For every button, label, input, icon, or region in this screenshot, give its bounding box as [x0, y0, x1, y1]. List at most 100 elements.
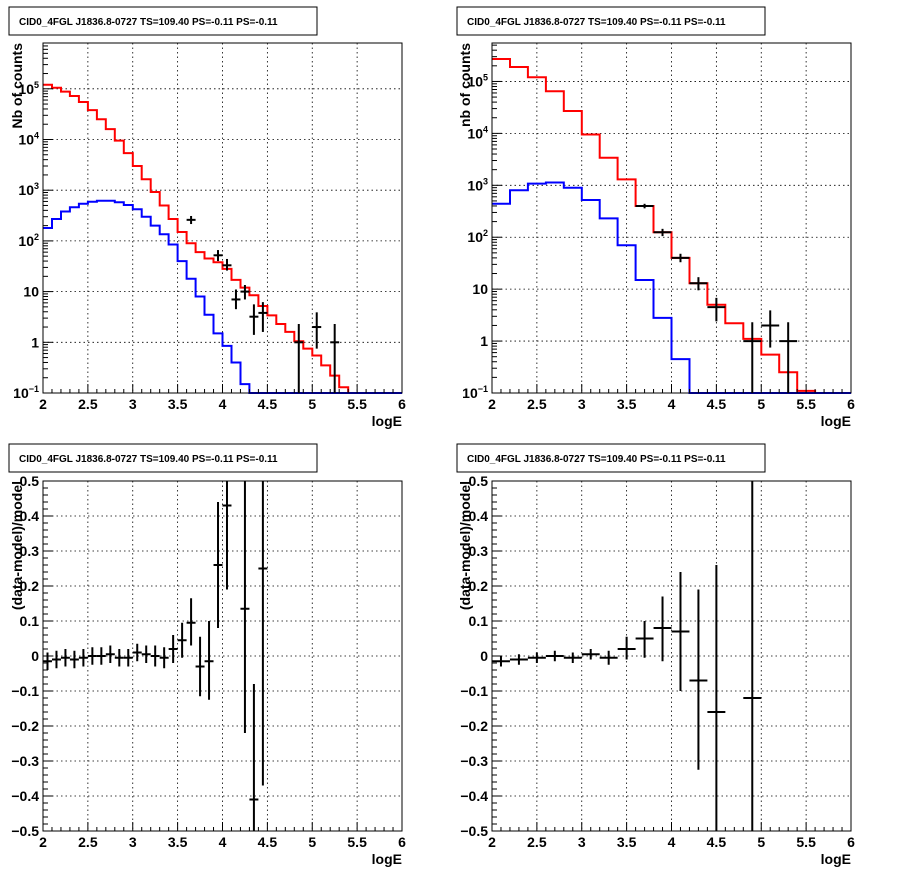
x-axis-label: logE: [372, 413, 402, 429]
x-tick-label: 5: [308, 396, 316, 412]
data-point: [60, 649, 70, 667]
chart-panel-bottom-right: CID0_4FGL J1836.8-0727 TS=109.40 PS=-0.1…: [456, 443, 855, 867]
x-tick-label: 4.5: [258, 834, 278, 850]
x-tick-label: 2: [488, 834, 496, 850]
data-point: [105, 645, 115, 663]
y-tick-label: 0.2: [469, 578, 489, 594]
data-point: [114, 649, 124, 667]
x-tick-label: 3: [578, 396, 586, 412]
x-tick-label: 4: [219, 834, 227, 850]
y-tick-label: 0: [480, 648, 488, 664]
y-tick-label: −0.3: [460, 753, 488, 769]
y-tick-label-exponent: 5: [483, 72, 488, 82]
y-tick-label-exponent: 4: [34, 130, 39, 140]
data-point: [545, 650, 564, 662]
data-point: [96, 647, 106, 665]
data-point: [186, 598, 196, 646]
y-tick-label: 105: [18, 80, 39, 97]
y-tick-label-base: 10: [467, 229, 483, 245]
chart-title: CID0_4FGL J1836.8-0727 TS=109.40 PS=-0.1…: [19, 17, 278, 28]
data-point: [743, 322, 762, 393]
x-tick-label: 2.5: [78, 834, 98, 850]
y-tick-label: −0.1: [460, 683, 488, 699]
y-tick-label-exponent: −1: [29, 384, 39, 394]
data-point: [177, 622, 187, 658]
data-point: [635, 621, 654, 658]
histogram-series-model: [43, 83, 402, 394]
y-tick-label-base: 10: [13, 385, 29, 401]
y-tick-label: 0.4: [20, 508, 40, 524]
y-tick-label: −0.5: [460, 823, 488, 839]
data-point: [249, 684, 259, 831]
data-point: [87, 647, 97, 665]
x-tick-label: 3.5: [168, 396, 188, 412]
y-tick-label-base: 10: [18, 182, 34, 198]
y-tick-label: 102: [467, 228, 488, 245]
data-point: [492, 656, 510, 667]
y-tick-label-exponent: 2: [34, 232, 39, 242]
x-tick-label: 4.5: [707, 396, 727, 412]
y-tick-label: 0.4: [469, 508, 489, 524]
y-tick-label-base: 10: [18, 81, 34, 97]
y-tick-label-exponent: 3: [483, 176, 488, 186]
y-tick-label: 0: [31, 648, 39, 664]
data-point: [707, 565, 726, 831]
y-tick-label: 1: [31, 334, 39, 350]
data-point: [150, 645, 160, 667]
data-point: [240, 284, 250, 300]
y-tick-label: 0.3: [20, 543, 40, 559]
y-tick-label: 10: [472, 281, 488, 297]
x-tick-label: 2: [488, 396, 496, 412]
data-point: [195, 636, 205, 697]
y-tick-label: −0.3: [11, 753, 39, 769]
y-tick-label: 104: [467, 124, 488, 141]
data-point: [213, 502, 223, 628]
y-axis-label: nb of counts: [457, 43, 473, 127]
x-tick-label: 2.5: [527, 834, 547, 850]
chart-title: CID0_4FGL J1836.8-0727 TS=109.40 PS=-0.1…: [19, 454, 278, 465]
y-axis-label: (data-model)/model: [9, 481, 25, 610]
y-tick-label-base: 10: [467, 125, 483, 141]
data-point: [123, 649, 133, 667]
x-axis-label: logE: [372, 851, 402, 867]
y-tick-label: 105: [467, 72, 488, 89]
y-axis-label: Nb of counts: [9, 43, 25, 129]
x-tick-label: 5.5: [347, 396, 367, 412]
y-tick-label: −0.2: [460, 718, 488, 734]
data-point: [671, 572, 690, 691]
x-tick-label: 4: [668, 834, 676, 850]
y-tick-label: 0.3: [469, 543, 489, 559]
chart-panel-bottom-left: CID0_4FGL J1836.8-0727 TS=109.40 PS=-0.1…: [8, 443, 406, 867]
y-tick-label: −0.2: [11, 718, 39, 734]
data-point: [509, 654, 528, 665]
histogram-series-component: [43, 199, 402, 394]
chart-panel-top-left: CID0_4FGL J1836.8-0727 TS=109.40 PS=-0.1…: [8, 6, 406, 429]
data-point: [689, 277, 708, 291]
x-tick-label: 4.5: [258, 396, 278, 412]
x-axis-label: logE: [821, 413, 851, 429]
y-tick-label-base: 10: [467, 177, 483, 193]
data-point: [635, 203, 654, 209]
data-point: [43, 652, 52, 670]
x-tick-label: 5.5: [796, 396, 816, 412]
data-point: [240, 481, 250, 733]
data-point: [527, 652, 546, 663]
x-axis-label: logE: [821, 851, 851, 867]
x-tick-label: 4.5: [707, 834, 727, 850]
data-point: [222, 258, 232, 271]
title-box: [8, 6, 318, 36]
data-point: [69, 650, 79, 669]
y-tick-label: 104: [18, 130, 39, 147]
title-box: [456, 6, 766, 36]
y-tick-label: 0.1: [469, 613, 489, 629]
data-point: [617, 636, 636, 660]
data-point: [653, 228, 672, 237]
data-point: [761, 310, 780, 348]
x-tick-label: 4: [219, 396, 227, 412]
y-tick-label: 103: [18, 181, 39, 198]
data-point: [653, 596, 672, 662]
data-point: [249, 304, 259, 335]
y-tick-label: 10: [23, 284, 39, 300]
data-point: [186, 215, 196, 225]
